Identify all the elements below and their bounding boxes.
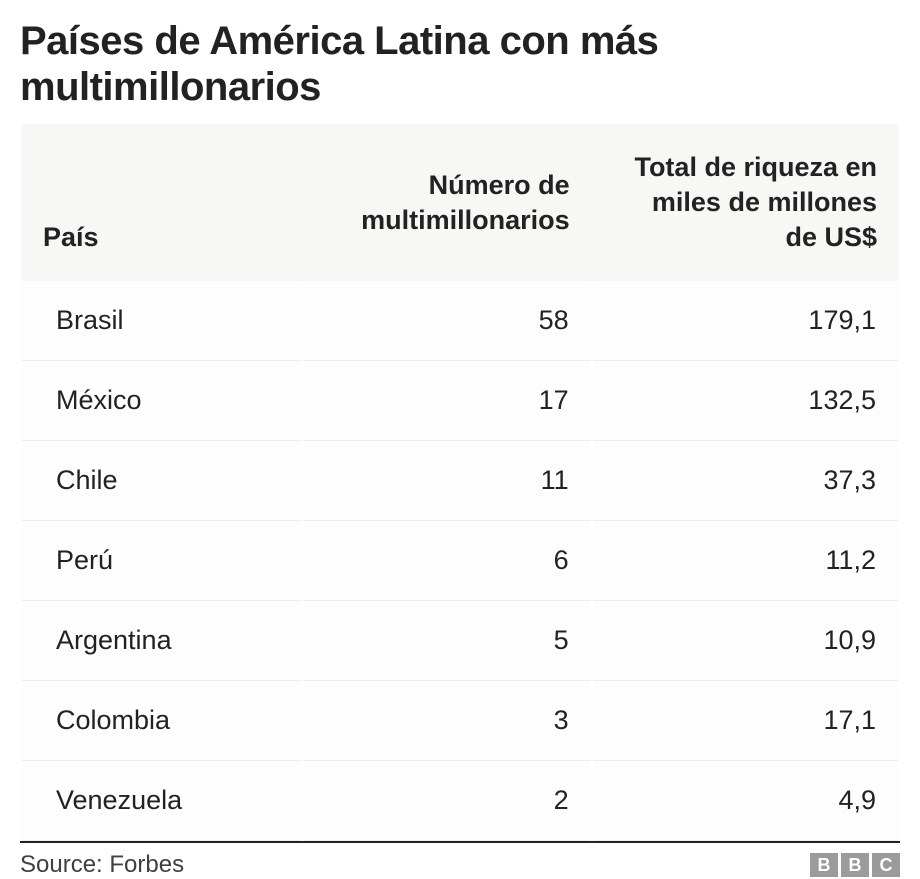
column-header-count: Número de multimillonarios (302, 124, 592, 281)
billionaires-table: País Número de multimillonarios Total de… (20, 124, 900, 841)
cell-count: 58 (302, 281, 592, 361)
table-row: México17132,5 (21, 361, 899, 441)
cell-wealth: 10,9 (592, 601, 899, 681)
table-row: Argentina510,9 (21, 601, 899, 681)
cell-count: 17 (302, 361, 592, 441)
bbc-logo: B B C (810, 853, 900, 877)
logo-letter: C (872, 853, 900, 877)
cell-count: 6 (302, 521, 592, 601)
cell-count: 11 (302, 441, 592, 521)
table-row: Brasil58179,1 (21, 281, 899, 361)
source-label: Source: Forbes (20, 851, 184, 879)
cell-wealth: 179,1 (592, 281, 899, 361)
page-title: Países de América Latina con más multimi… (20, 18, 900, 110)
cell-country: Colombia (21, 681, 302, 761)
column-header-country: País (21, 124, 302, 281)
table-row: Perú611,2 (21, 521, 899, 601)
table-row: Venezuela24,9 (21, 761, 899, 841)
table-header-row: País Número de multimillonarios Total de… (21, 124, 899, 281)
column-header-wealth: Total de riqueza en miles de millones de… (592, 124, 899, 281)
cell-country: México (21, 361, 302, 441)
logo-letter: B (841, 853, 869, 877)
cell-country: Perú (21, 521, 302, 601)
cell-wealth: 17,1 (592, 681, 899, 761)
cell-country: Brasil (21, 281, 302, 361)
logo-letter: B (810, 853, 838, 877)
cell-count: 3 (302, 681, 592, 761)
cell-wealth: 11,2 (592, 521, 899, 601)
cell-country: Chile (21, 441, 302, 521)
cell-count: 2 (302, 761, 592, 841)
table-row: Chile1137,3 (21, 441, 899, 521)
footer: Source: Forbes B B C (20, 841, 900, 879)
cell-wealth: 37,3 (592, 441, 899, 521)
cell-country: Argentina (21, 601, 302, 681)
cell-wealth: 132,5 (592, 361, 899, 441)
cell-wealth: 4,9 (592, 761, 899, 841)
cell-count: 5 (302, 601, 592, 681)
table-row: Colombia317,1 (21, 681, 899, 761)
cell-country: Venezuela (21, 761, 302, 841)
